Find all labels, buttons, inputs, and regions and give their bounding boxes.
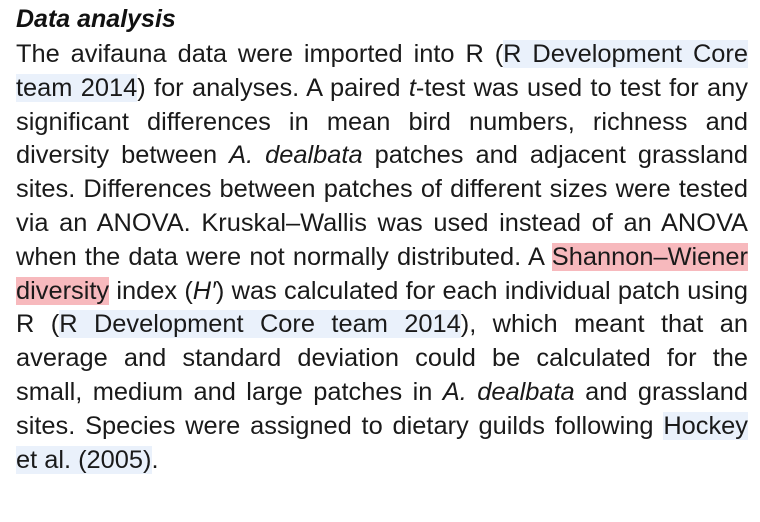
h-prime-symbol: H′ xyxy=(192,276,216,305)
text-run: ) for analyses. A paired xyxy=(137,73,409,102)
citation-link[interactable]: R Development Core team 2014 xyxy=(59,310,461,339)
text-run: patches and adjacent grassland sites. Di… xyxy=(16,141,748,271)
species-name: A. dealbata xyxy=(442,377,575,406)
species-name: A. dealbata xyxy=(229,141,363,170)
text-run: ) was calculated for each individual pat… xyxy=(16,276,749,339)
text-run: ), which meant that an average and stand… xyxy=(16,310,748,406)
text-run: -test was used to test for any significa… xyxy=(16,73,748,170)
text-run: index ( xyxy=(109,276,193,305)
body-paragraph: The avifauna data were imported into R (… xyxy=(16,38,748,477)
data-analysis-section: Data analysis The avifauna data were imp… xyxy=(16,4,748,477)
text-run: and grassland sites. Species were assign… xyxy=(16,377,748,440)
text-run: The avifauna data were imported into R ( xyxy=(16,40,504,68)
section-heading: Data analysis xyxy=(16,5,176,33)
italic-t: t xyxy=(408,73,416,102)
text-run: . xyxy=(151,445,159,474)
